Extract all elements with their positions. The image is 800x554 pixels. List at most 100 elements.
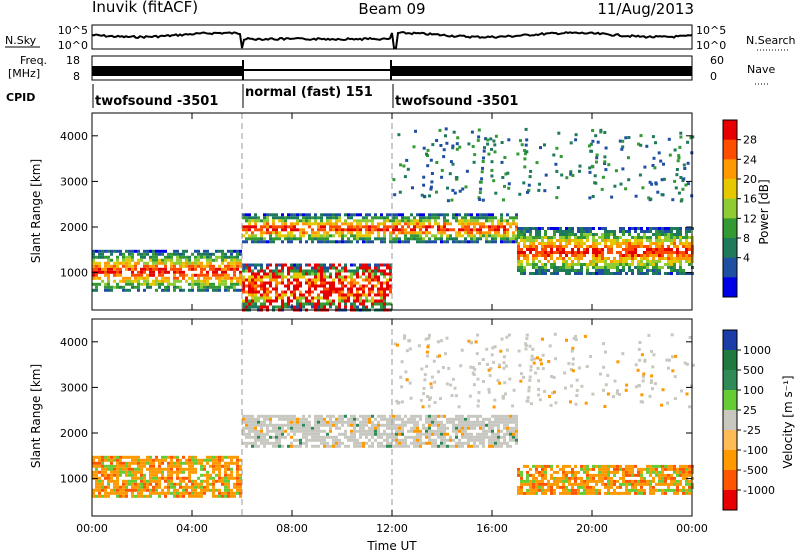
data-cell xyxy=(491,441,494,445)
data-cell xyxy=(341,417,344,421)
data-cell xyxy=(389,272,392,276)
noise-left-tick-bottom: 10^0 xyxy=(58,39,88,52)
data-cell xyxy=(152,267,155,271)
data-cell xyxy=(562,473,565,477)
data-cell xyxy=(242,281,245,285)
data-cell xyxy=(642,372,646,376)
data-cell xyxy=(107,494,110,498)
data-cell xyxy=(368,290,371,294)
data-cell xyxy=(209,488,212,492)
data-cell xyxy=(350,290,353,294)
data-cell xyxy=(359,432,362,436)
data-cell xyxy=(380,284,383,288)
data-cell xyxy=(628,482,631,486)
data-cell xyxy=(263,225,266,229)
data-cell xyxy=(122,479,125,483)
data-cell xyxy=(562,479,565,483)
data-cell xyxy=(173,461,176,465)
data-cell xyxy=(422,225,425,229)
data-cell xyxy=(676,236,679,239)
data-cell xyxy=(428,420,431,424)
data-cell xyxy=(338,302,341,306)
data-cell xyxy=(257,240,260,244)
data-cell xyxy=(667,239,670,242)
data-cell xyxy=(658,260,661,263)
data-cell xyxy=(604,257,607,260)
data-cell xyxy=(491,426,494,430)
data-cell xyxy=(538,251,541,254)
data-cell xyxy=(224,276,227,280)
data-cell xyxy=(140,479,143,483)
data-cell xyxy=(536,356,539,360)
data-cell xyxy=(646,470,649,474)
data-cell xyxy=(613,464,616,468)
data-cell xyxy=(167,288,170,292)
data-cell xyxy=(670,227,673,230)
data-cell xyxy=(284,290,287,294)
data-cell xyxy=(568,488,571,492)
data-cell xyxy=(422,231,425,235)
data-cell xyxy=(526,227,529,230)
data-cell xyxy=(233,288,236,292)
data-cell xyxy=(386,278,389,282)
data-cell xyxy=(320,269,323,273)
data-cell xyxy=(402,164,406,168)
data-cell xyxy=(347,287,350,291)
data-cell xyxy=(215,255,218,259)
data-cell xyxy=(146,285,149,289)
data-cell xyxy=(416,231,419,235)
data-cell xyxy=(595,473,598,477)
data-cell xyxy=(371,240,374,244)
data-cell xyxy=(589,233,592,236)
data-cell xyxy=(547,360,551,363)
data-cell xyxy=(500,420,503,424)
colorbar-frame xyxy=(722,119,738,298)
data-cell xyxy=(550,488,553,492)
data-cell xyxy=(218,473,221,477)
data-cell xyxy=(526,399,530,403)
data-cell xyxy=(221,455,224,459)
data-cell xyxy=(305,290,308,294)
data-cell xyxy=(458,441,461,445)
data-cell xyxy=(95,288,98,292)
data-cell xyxy=(574,242,577,245)
data-cell xyxy=(568,269,571,272)
data-cell xyxy=(224,264,227,268)
data-cell xyxy=(362,420,365,424)
data-cell xyxy=(293,290,296,294)
data-cell xyxy=(245,305,248,309)
data-cell xyxy=(95,479,98,483)
data-cell xyxy=(377,302,380,306)
data-cell xyxy=(440,432,443,436)
data-cell xyxy=(137,285,140,289)
data-cell xyxy=(230,467,233,471)
data-cell xyxy=(188,485,191,489)
data-cell xyxy=(523,239,526,242)
data-cell xyxy=(596,140,600,144)
data-cell xyxy=(191,458,194,462)
data-cell xyxy=(550,263,553,266)
data-cell xyxy=(221,279,224,283)
data-cell xyxy=(553,233,556,236)
data-cell xyxy=(482,432,485,436)
data-cell xyxy=(410,420,413,424)
data-cell xyxy=(128,482,131,486)
data-cell xyxy=(631,251,634,254)
data-cell xyxy=(314,275,317,279)
data-cell xyxy=(134,470,137,474)
data-cell xyxy=(464,429,467,433)
data-cell xyxy=(125,279,128,283)
data-cell xyxy=(588,170,592,174)
data-cell xyxy=(281,263,284,267)
data-cell xyxy=(101,494,104,498)
data-cell xyxy=(308,269,311,273)
data-cell xyxy=(368,426,371,430)
data-cell xyxy=(290,228,293,232)
data-cell xyxy=(637,383,641,387)
data-cell xyxy=(619,257,622,260)
data-cell xyxy=(272,269,275,273)
data-cell xyxy=(302,417,305,421)
freq-trace xyxy=(92,60,692,80)
data-cell xyxy=(675,173,679,177)
data-cell xyxy=(302,414,305,418)
